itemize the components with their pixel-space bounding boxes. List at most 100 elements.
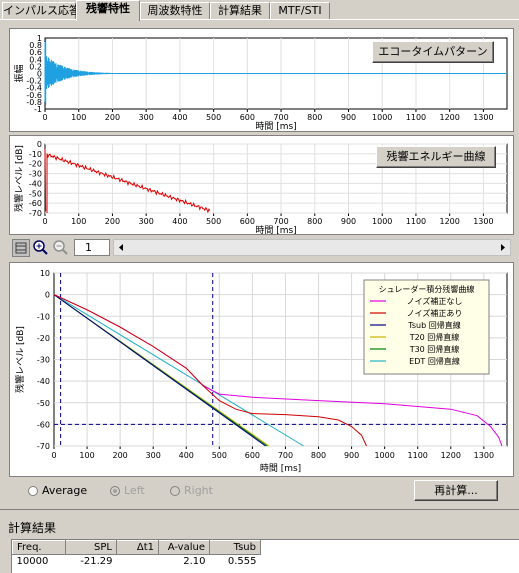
divider <box>0 509 519 510</box>
echo-pattern-button[interactable]: エコータイムパターン <box>372 41 494 63</box>
echo-x-tick-label: 300 <box>139 113 154 122</box>
radio-average[interactable]: Average <box>28 484 87 497</box>
decay-y-tick-label: -40 <box>29 179 42 188</box>
main-x-tick-label: 1300 <box>474 451 494 460</box>
legend-entry: Tsub 回帰直線 <box>407 320 460 330</box>
echo-y-tick-label: 0.2 <box>29 62 42 71</box>
main-x-tick-label: 1000 <box>374 451 394 460</box>
decay-x-tick-label: 600 <box>240 217 255 226</box>
main-x-tick-label: 1100 <box>408 451 428 460</box>
main-x-tick-label: 300 <box>146 451 161 460</box>
decay-y-tick-label: -70 <box>29 209 42 218</box>
echo-x-axis-label: 時間 [ms] <box>255 121 296 131</box>
decay-x-tick-label: 1300 <box>473 217 493 226</box>
echo-x-tick-label: 400 <box>172 113 187 122</box>
main-x-tick-label: 400 <box>179 451 194 460</box>
echo-x-tick-label: 200 <box>105 113 120 122</box>
echo-x-tick-label: 100 <box>71 113 86 122</box>
main-x-tick-label: 100 <box>79 451 94 460</box>
decay-energy-button[interactable]: 残響エネルギー曲線 <box>376 146 496 168</box>
echo-x-tick-label: 1000 <box>372 113 392 122</box>
echo-x-tick-label: 1100 <box>406 113 426 122</box>
echo-y-tick-label: 0.6 <box>29 48 42 57</box>
main-x-axis-label: 時間 [ms] <box>260 463 301 474</box>
series-line-2 <box>53 294 266 447</box>
page-number[interactable]: 1 <box>85 241 92 254</box>
echo-panel: 0 100 200 300 400 500 600 700 800 900 1000 1100 1200… <box>9 28 514 132</box>
tab-mtf-sti[interactable]: MTF/STI <box>270 2 330 19</box>
echo-x-tick-label: 1300 <box>473 113 493 122</box>
decay-x-tick-label: 400 <box>172 217 187 226</box>
radio-left-circle[interactable] <box>110 485 120 496</box>
main-y-tick-label: -60 <box>37 420 50 429</box>
main-x-tick-label: 500 <box>212 451 227 460</box>
main-x-tick-label: 700 <box>278 451 293 460</box>
zoom-out-icon[interactable] <box>52 239 70 257</box>
table-row[interactable]: 10000 -21.29 2.10 0.555 <box>12 554 261 568</box>
main-x-tick-label: 600 <box>245 451 260 460</box>
echo-x-tick-label: 0 <box>42 113 47 122</box>
tab-results[interactable]: 計算結果 <box>210 2 270 19</box>
header-spl[interactable]: SPL <box>65 540 117 555</box>
echo-x-tick-label: 500 <box>206 113 221 122</box>
decay-x-tick-label: 900 <box>341 217 356 226</box>
decay-x-tick-label: 800 <box>307 217 322 226</box>
cell-spl: -21.29 <box>65 554 117 568</box>
header-dt1[interactable]: Δt1 <box>116 540 159 555</box>
header-freq[interactable]: Freq. <box>12 540 66 555</box>
decay-y-tick-label: 0 <box>37 140 42 149</box>
legend-title: シュレーダー積分残響曲線 <box>379 284 475 294</box>
radio-right-circle[interactable] <box>170 485 180 496</box>
main-x-tick-label: 1200 <box>441 451 461 460</box>
recalculate-button[interactable]: 再計算... <box>414 480 498 501</box>
header-a-value[interactable]: A-value <box>158 540 210 555</box>
decay-y-tick-label: -30 <box>29 170 42 179</box>
main-x-tick-label: 200 <box>112 451 127 460</box>
legend-box <box>363 279 490 375</box>
legend-entry: T20 回帰直線 <box>409 332 460 342</box>
legend-entry: T30 回帰直線 <box>409 344 460 354</box>
decay-x-axis-label: 時間 [ms] <box>255 225 296 234</box>
scroll-right-icon[interactable] <box>495 240 510 255</box>
radio-average-label: Average <box>42 484 88 497</box>
radio-average-circle[interactable] <box>28 485 38 496</box>
decay-x-tick-label: 0 <box>42 217 47 226</box>
radio-right[interactable]: Right <box>170 484 213 497</box>
scroll-left-icon[interactable] <box>114 240 129 255</box>
tab-frequency[interactable]: 周波数特性 <box>140 2 210 19</box>
main-y-tick-label: -50 <box>37 399 50 408</box>
main-y-tick-label: -20 <box>37 334 50 343</box>
decay-curve <box>44 148 211 214</box>
radio-left[interactable]: Left <box>110 484 145 497</box>
decay-x-tick-label: 1100 <box>406 217 426 226</box>
decay-y-tick-label: -50 <box>29 189 42 198</box>
main-x-tick-label: 800 <box>311 451 326 460</box>
main-x-tick-label: 900 <box>344 451 359 460</box>
main-y-tick-label: -40 <box>37 377 50 386</box>
decay-x-tick-label: 1200 <box>439 217 459 226</box>
decay-y-tick-label: -20 <box>29 160 42 169</box>
echo-x-tick-label: 1200 <box>439 113 459 122</box>
decay-panel: 0 100 200 300 400 500 600 700 800 900 1000 1100 1200… <box>9 135 514 235</box>
header-tsub[interactable]: Tsub <box>209 540 261 555</box>
zoom-in-icon[interactable] <box>32 239 50 257</box>
echo-y-tick-label: -0.2 <box>26 77 42 86</box>
main-y-tick-label: -30 <box>37 356 50 365</box>
echo-y-tick-label: -0.6 <box>26 91 42 100</box>
echo-y-tick-label: -0.4 <box>26 84 42 93</box>
fit-view-icon[interactable] <box>12 239 30 257</box>
tab-impulse-response[interactable]: インパルス応答 <box>2 2 80 19</box>
echo-y-tick-label: 0 <box>37 70 42 79</box>
legend-entry: ノイズ補正なし <box>407 296 463 306</box>
cell-freq: 10000 <box>12 554 66 568</box>
horizontal-scrollbar[interactable] <box>113 239 511 256</box>
decay-x-tick-label: 700 <box>273 217 288 226</box>
tab-body <box>0 19 519 509</box>
zoom-toolbar: 1 <box>9 238 514 258</box>
echo-x-tick-label: 700 <box>273 113 288 122</box>
main-y-tick-label: -70 <box>37 442 50 451</box>
decay-y-tick-label: -60 <box>29 199 42 208</box>
results-table-container: Freq. SPL Δt1 A-value Tsub 10000 -21.29 … <box>11 539 519 573</box>
tab-reverberation[interactable]: 残響特性 <box>76 0 140 21</box>
echo-x-tick-label: 800 <box>307 113 322 122</box>
